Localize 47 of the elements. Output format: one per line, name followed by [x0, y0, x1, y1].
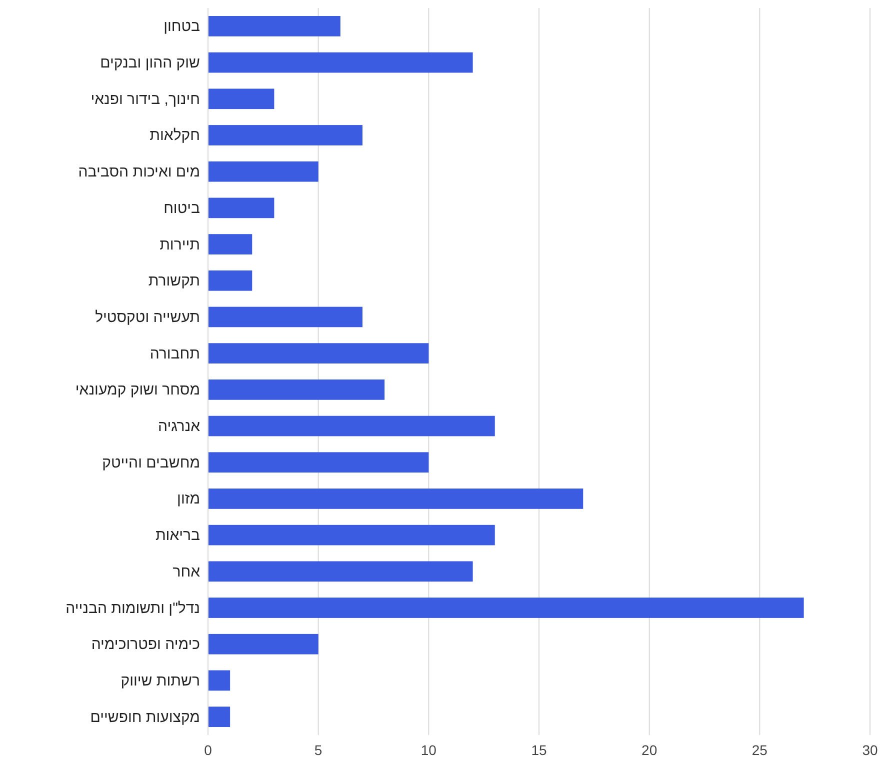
bar	[208, 524, 495, 546]
bar	[208, 234, 252, 254]
bar	[208, 670, 230, 691]
y-tick-label: תעשייה וטקסטיל	[95, 308, 200, 326]
y-tick-label: חינוך, בידור ופנאי	[90, 90, 200, 108]
x-tick-label: 15	[531, 742, 547, 758]
y-tick-label: מים ואיכות הסביבה	[78, 164, 200, 181]
bar	[208, 416, 495, 436]
y-tick-label: מסחר ושוק קמעונאי	[75, 382, 200, 399]
y-tick-label: אחר	[172, 563, 201, 580]
bar	[208, 270, 252, 291]
y-tick-label: אנרגיה	[158, 418, 201, 436]
x-tick-label: 10	[420, 742, 437, 758]
bar	[208, 125, 362, 146]
y-tick-label: ביטוח	[164, 200, 200, 217]
bar	[208, 88, 274, 110]
x-tick-label: 20	[642, 742, 658, 758]
bar	[208, 379, 385, 400]
bar	[208, 343, 429, 364]
bar	[208, 52, 473, 73]
y-tick-label: כימיה ופטרוכימיה	[91, 636, 200, 654]
y-tick-label: מקצועות חופשיים	[90, 708, 200, 726]
y-tick-label: תיירות	[160, 236, 200, 254]
y-tick-label: מחשבים והייטק	[102, 454, 200, 472]
y-tick-label: רשתות שיווק	[120, 672, 200, 690]
bar	[208, 488, 584, 509]
y-tick-label: שוק ההון ובנקים	[100, 54, 200, 72]
y-tick-label: תחבורה	[150, 345, 200, 362]
y-tick-label: בריאות	[155, 527, 200, 544]
bar	[208, 452, 429, 473]
x-tick-label: 30	[862, 742, 878, 758]
bar	[208, 706, 230, 728]
x-tick-label: 25	[752, 742, 768, 758]
x-tick-label: 0	[204, 742, 212, 758]
bar	[208, 161, 318, 182]
bar	[208, 598, 804, 618]
y-tick-label: נדל"ן ותשומות הבנייה	[66, 600, 200, 617]
bar	[208, 634, 318, 654]
x-tick-label: 5	[314, 742, 322, 758]
y-tick-label: בטחון	[164, 18, 200, 36]
bar	[208, 198, 274, 218]
bar	[208, 16, 340, 36]
bar	[208, 561, 473, 582]
bar	[208, 306, 362, 328]
y-tick-label: חקלאות	[150, 127, 200, 144]
y-tick-label: תקשורת	[148, 272, 200, 290]
y-tick-label: מזון	[177, 490, 200, 508]
